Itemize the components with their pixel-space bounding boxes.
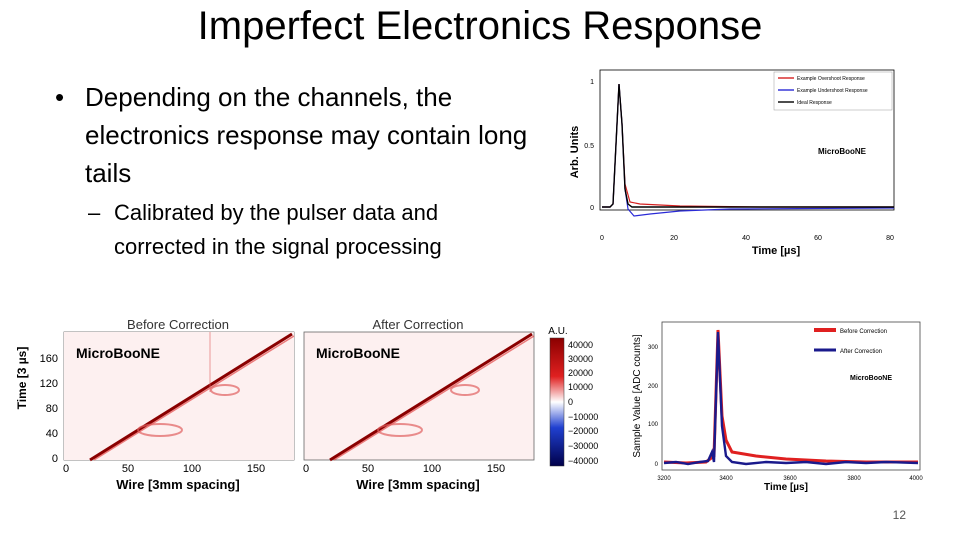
wire-xtick: 150 xyxy=(247,463,265,475)
wire-xtick: 50 xyxy=(122,463,134,475)
before-correction-title: Before Correction xyxy=(127,317,229,332)
adc-waveform-plot: Sample Value [ADC counts] 0 100 200 300 … xyxy=(632,321,923,493)
wire-ytick: 120 xyxy=(40,378,58,390)
adc-watermark: MicroBooNE xyxy=(850,375,892,382)
response-ytick: 1 xyxy=(590,79,594,86)
wire-xtick: 50 xyxy=(362,463,374,475)
response-xlabel: Time [µs] xyxy=(752,245,801,257)
ideal-curve xyxy=(602,83,894,208)
response-xtick: 60 xyxy=(814,235,822,242)
wire-event-displays: Time [3 µs] Before Correction MicroBooNE… xyxy=(15,317,598,492)
legend-overshoot: Example Overshoot Response xyxy=(797,76,865,82)
response-xtick: 20 xyxy=(670,235,678,242)
wire-xtick: 0 xyxy=(63,463,69,475)
colorbar-tick: −30000 xyxy=(568,441,598,451)
response-xtick: 40 xyxy=(742,235,750,242)
colorbar-tick: −10000 xyxy=(568,412,598,422)
colorbar-tick: 20000 xyxy=(568,368,593,378)
electronics-response-plot: 0 0.5 1 0 20 40 60 80 Arb. Units Time [µ… xyxy=(569,69,895,257)
response-watermark: MicroBooNE xyxy=(818,147,867,156)
adc-ytick: 0 xyxy=(655,462,659,468)
page-number: 12 xyxy=(892,508,906,522)
wire-ylabel: Time [3 µs] xyxy=(15,347,29,410)
response-xtick: 80 xyxy=(886,235,894,242)
colorbar-tick: 30000 xyxy=(568,354,593,364)
adc-legend-after: After Correction xyxy=(840,349,882,355)
wire-xtick: 0 xyxy=(303,463,309,475)
before-correction-panel: Before Correction MicroBooNE 0 40 80 120… xyxy=(40,317,295,492)
colorbar: A.U. 40000 30000 20000 10000 0 −10000 −2… xyxy=(548,326,598,467)
colorbar-tick: 40000 xyxy=(568,340,593,350)
wire-xlabel-left: Wire [3mm spacing] xyxy=(116,477,239,492)
adc-xtick: 3600 xyxy=(783,476,797,482)
before-watermark: MicroBooNE xyxy=(76,345,160,361)
wire-xtick: 150 xyxy=(487,463,505,475)
adc-xtick: 3800 xyxy=(847,476,861,482)
colorbar-tick: −40000 xyxy=(568,456,598,466)
response-legend xyxy=(773,71,893,111)
adc-ytick: 100 xyxy=(648,422,659,428)
adc-xtick: 4000 xyxy=(909,476,923,482)
wire-xtick: 100 xyxy=(423,463,441,475)
after-correction-panel: After Correction MicroBooNE 0 50 100 150… xyxy=(303,317,535,492)
slide-title: Imperfect Electronics Response xyxy=(197,4,763,48)
adc-ytick: 200 xyxy=(648,384,659,390)
wire-xtick: 100 xyxy=(183,463,201,475)
wire-xlabel-right: Wire [3mm spacing] xyxy=(356,477,479,492)
bullet-sub-text: Calibrated by the pulser data and correc… xyxy=(114,200,442,259)
wire-ytick: 160 xyxy=(40,353,58,365)
adc-xlabel: Time [µs] xyxy=(764,482,808,493)
bullet-sub: – Calibrated by the pulser data and corr… xyxy=(88,196,528,264)
colorbar-title: A.U. xyxy=(548,326,567,337)
colorbar-tick: −20000 xyxy=(568,426,598,436)
adc-legend-before: Before Correction xyxy=(840,329,887,335)
response-ytick: 0.5 xyxy=(584,143,594,150)
wire-ytick: 0 xyxy=(52,453,58,465)
bullet-main: • Depending on the channels, the electro… xyxy=(55,78,535,192)
colorbar-tick: 10000 xyxy=(568,382,593,392)
bullet-marker: • xyxy=(55,82,65,112)
adc-xtick: 3400 xyxy=(719,476,733,482)
after-watermark: MicroBooNE xyxy=(316,345,400,361)
response-ytick: 0 xyxy=(590,205,594,212)
legend-undershoot: Example Undershoot Response xyxy=(797,88,868,94)
sub-bullet-marker: – xyxy=(88,200,101,225)
adc-xtick: 3200 xyxy=(657,476,671,482)
after-correction-title: After Correction xyxy=(372,317,463,332)
adc-ytick: 300 xyxy=(648,345,659,351)
wire-ytick: 80 xyxy=(46,403,58,415)
colorbar-tick: 0 xyxy=(568,397,573,407)
response-ylabel: Arb. Units xyxy=(569,126,581,179)
adc-plot-frame xyxy=(661,321,921,471)
after-correction-waveform xyxy=(663,331,919,466)
legend-ideal: Ideal Response xyxy=(797,100,832,106)
bullet-main-text: Depending on the channels, the electroni… xyxy=(85,82,528,188)
wire-ytick: 40 xyxy=(46,428,58,440)
adc-ylabel: Sample Value [ADC counts] xyxy=(632,334,643,457)
response-xtick: 0 xyxy=(600,235,604,242)
